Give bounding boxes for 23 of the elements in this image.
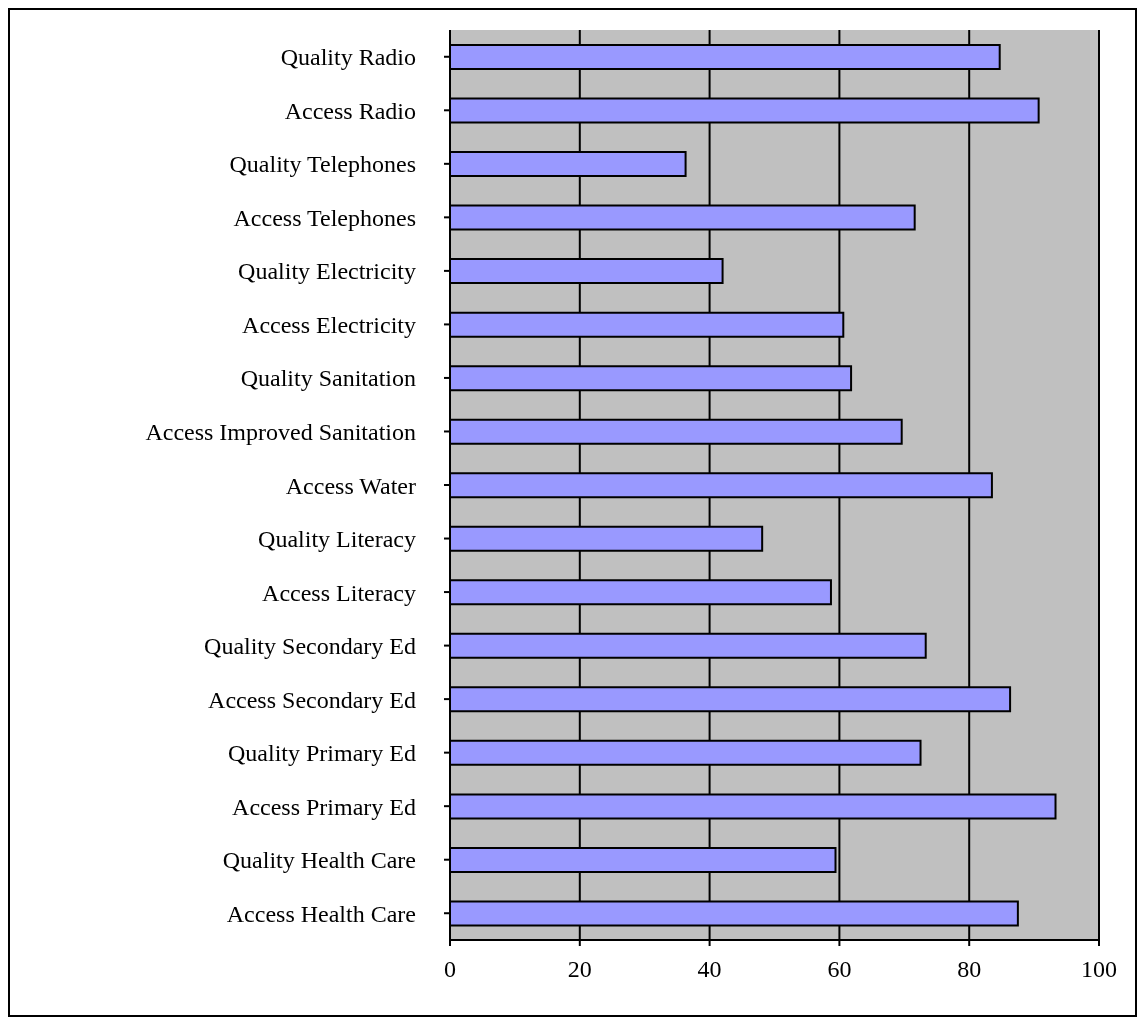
y-tick-label: Access Radio xyxy=(284,97,416,124)
x-tick-label: 100 xyxy=(1081,956,1117,983)
y-tick-label: Access Water xyxy=(285,472,416,499)
y-tick-label: Access Telephones xyxy=(233,204,416,231)
y-tick-label: Access Secondary Ed xyxy=(208,686,416,713)
y-tick-label: Quality Secondary Ed xyxy=(204,633,416,660)
y-tick-label: Access Health Care xyxy=(226,900,416,927)
x-tick-label: 0 xyxy=(444,956,456,983)
y-tick-label: Access Primary Ed xyxy=(232,793,416,820)
y-tick-label: Access Electricity xyxy=(242,311,416,338)
y-tick-label: Quality Telephones xyxy=(229,151,416,178)
y-tick-label: Access Improved Sanitation xyxy=(145,418,416,445)
x-tick-label: 60 xyxy=(827,956,852,983)
y-tick-label: Quality Radio xyxy=(280,44,416,71)
x-tick-label: 80 xyxy=(957,956,982,983)
y-tick-label: Quality Health Care xyxy=(222,847,416,874)
y-tick-label: Quality Primary Ed xyxy=(228,740,416,767)
y-tick-label: Quality Electricity xyxy=(238,258,416,285)
y-tick-label: Quality Sanitation xyxy=(240,365,416,392)
x-tick-label: 40 xyxy=(697,956,722,983)
x-tick-label: 20 xyxy=(567,956,592,983)
y-tick-label: Quality Literacy xyxy=(258,526,416,553)
y-tick-label: Access Literacy xyxy=(262,579,416,606)
